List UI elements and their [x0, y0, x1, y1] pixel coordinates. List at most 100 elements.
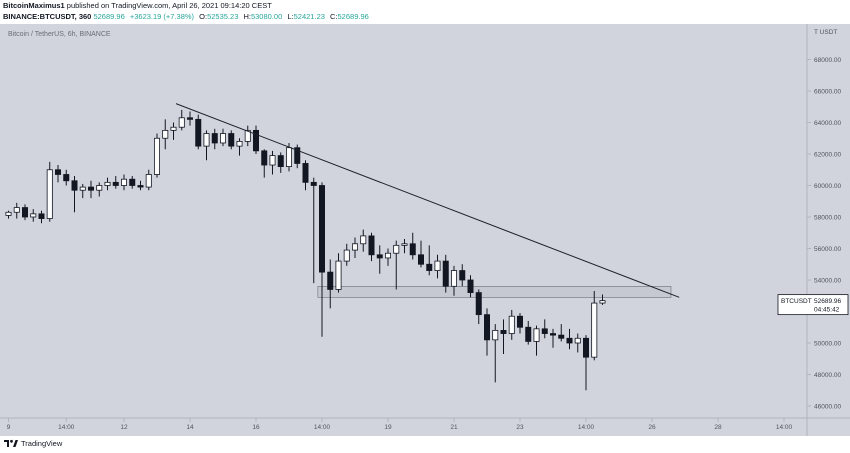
bullish-candle [30, 209, 37, 222]
bearish-candle [195, 114, 202, 150]
price-tick-label: 66000.00 [814, 89, 841, 96]
candle-body [228, 133, 235, 147]
bearish-candle [426, 245, 433, 276]
high-value: 53080.00 [250, 12, 283, 21]
candle-body [467, 279, 474, 294]
candle-body [508, 315, 515, 334]
candle-body [112, 181, 119, 186]
bearish-candle [442, 254, 449, 293]
candle-body [96, 185, 103, 191]
bullish-candle [79, 183, 86, 199]
candle-body [475, 292, 482, 316]
bullish-candle [285, 142, 292, 172]
bullish-candle [104, 177, 111, 191]
bearish-candle [409, 232, 416, 260]
candle-body [384, 252, 391, 259]
bullish-candle [492, 324, 499, 383]
bearish-candle [211, 128, 218, 150]
price-tag-countdown: 04:45:42 [814, 307, 840, 314]
chart-canvas[interactable]: Bitcoin / TetherUS, 6h, BINANCE T USDT 4… [0, 24, 850, 436]
time-tick-label: 26 [648, 424, 656, 431]
time-tick-label: 12 [120, 424, 128, 431]
open-value: 52535.23 [207, 12, 239, 21]
author-name[interactable]: BitcoinMaximus1 [3, 1, 65, 10]
support-zone-layer [317, 285, 672, 298]
bearish-candle [517, 313, 524, 334]
time-tick-label: 14:00 [776, 424, 793, 431]
candle-body [583, 337, 590, 358]
candle-body [186, 117, 193, 120]
bearish-candle [310, 177, 317, 284]
candle-body [550, 333, 557, 336]
bearish-candle [21, 204, 28, 221]
bearish-candle [550, 328, 557, 348]
candle-body [591, 302, 598, 358]
bearish-candle [566, 328, 573, 350]
candle-body [417, 254, 424, 265]
candle-body [541, 328, 548, 334]
candle-body [252, 129, 259, 152]
chart-header: BitcoinMaximus1 published on TradingView… [0, 0, 850, 24]
bearish-candle [376, 245, 383, 274]
bearish-candle [38, 210, 45, 224]
price-axis-panel [807, 24, 850, 436]
time-tick-label: 16 [252, 424, 260, 431]
candle-body [178, 117, 185, 128]
candle-body [195, 118, 202, 147]
candle-body [261, 150, 268, 166]
bullish-candle [178, 109, 185, 131]
candle-body [30, 213, 37, 218]
bullish-candle [219, 128, 226, 147]
trendline-layer [175, 103, 680, 298]
bullish-candle [162, 119, 169, 150]
bearish-candle [475, 289, 482, 325]
bullish-candle [13, 202, 20, 219]
candle-body [294, 147, 301, 164]
candle-body [517, 315, 524, 328]
bearish-candle [294, 144, 301, 169]
bearish-candle [88, 180, 95, 199]
price-tick-label: 64000.00 [814, 120, 841, 127]
bullish-candle [343, 243, 350, 266]
bearish-candle [467, 275, 474, 298]
bearish-candle [277, 152, 284, 173]
candle-body [434, 260, 441, 271]
price-tick-label: 50000.00 [814, 341, 841, 348]
time-tick-label: 23 [516, 424, 524, 431]
bearish-candle [112, 176, 119, 189]
candle-body [533, 328, 540, 342]
candle-body [450, 270, 457, 287]
candle-body [376, 254, 383, 259]
tradingview-logo-icon [4, 439, 18, 447]
candle-body [104, 181, 111, 186]
brand-name: TradingView [21, 439, 63, 448]
candle-body [335, 260, 342, 290]
symbol-interval: BINANCE:BTCUSDT, 360 [3, 12, 92, 21]
close-value: 52689.96 [337, 12, 369, 21]
bullish-candle [145, 169, 152, 191]
bearish-candle [261, 149, 268, 178]
candle-body [236, 141, 243, 147]
bearish-candle [583, 335, 590, 391]
price-tick-label: 68000.00 [814, 57, 841, 64]
price-tick-label: 48000.00 [814, 372, 841, 379]
bearish-candle [71, 176, 78, 213]
tradingview-brand[interactable]: TradingView [4, 439, 62, 448]
candle-body [13, 207, 20, 213]
candle-body [343, 249, 350, 262]
candle-body [525, 326, 532, 342]
bearish-candle [318, 182, 325, 337]
bullish-candle [434, 254, 441, 279]
bullish-candle [5, 210, 12, 219]
time-axis[interactable]: 9 14:00 12 14 16 14:00 19 21 23 14:00 26 28 14:00 [7, 418, 793, 431]
current-price: 52689.96 [93, 12, 125, 21]
support-zone-rect [317, 285, 672, 298]
candle-body [558, 334, 565, 339]
bullish-candle [236, 138, 243, 156]
bearish-candle [252, 125, 259, 154]
bullish-candle [393, 240, 400, 290]
candle-body [137, 185, 144, 188]
bearish-candle [302, 160, 309, 191]
candle-body [310, 181, 317, 186]
price-tag-symbol: BTCUSDT [781, 298, 812, 305]
